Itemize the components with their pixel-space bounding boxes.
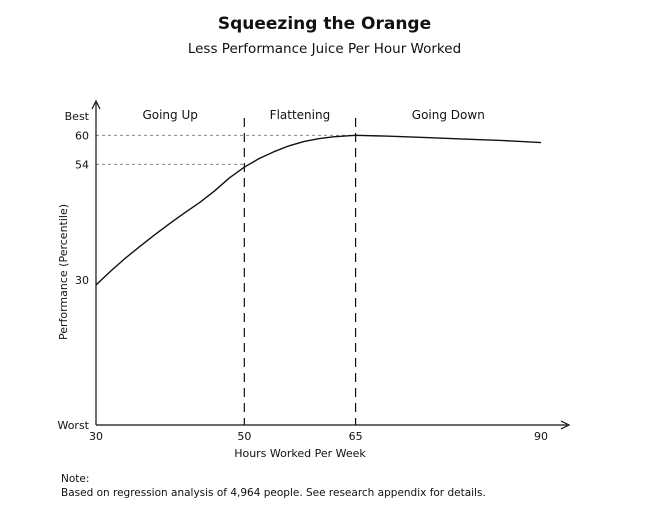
- y-tick-label: 30: [75, 274, 89, 287]
- y-axis-label: Performance (Percentile): [57, 204, 70, 340]
- axes: [91, 99, 571, 430]
- region-labels: Going Up Flattening Going Down: [142, 108, 484, 122]
- y-tick-label: Best: [65, 110, 90, 123]
- series: [95, 134, 542, 286]
- region-label: Flattening: [270, 108, 331, 122]
- note-text: Based on regression analysis of 4,964 pe…: [61, 487, 486, 499]
- note-heading: Note:: [61, 473, 90, 485]
- performance-line: [95, 134, 542, 286]
- y-axis-arrow: [91, 99, 101, 110]
- chart-note: Note: Based on regression analysis of 4,…: [61, 472, 486, 500]
- x-tick-label: 65: [349, 430, 363, 443]
- region-label: Going Up: [142, 108, 197, 122]
- x-tick-label: 50: [237, 430, 251, 443]
- x-axis-label: Hours Worked Per Week: [234, 447, 366, 460]
- chart-subtitle: Less Performance Juice Per Hour Worked: [187, 41, 462, 57]
- chart-title: Squeezing the Orange: [217, 14, 432, 34]
- y-tick-label: 60: [75, 129, 89, 142]
- y-tick-label: 54: [75, 158, 89, 171]
- x-tick-label: 30: [89, 430, 103, 443]
- phase-dividers: [243, 118, 357, 425]
- x-axis-arrow: [560, 420, 571, 430]
- x-tick-label: 90: [534, 430, 548, 443]
- y-tick-label: Worst: [57, 419, 89, 432]
- region-label: Going Down: [412, 108, 485, 122]
- reference-lines: [96, 134, 356, 165]
